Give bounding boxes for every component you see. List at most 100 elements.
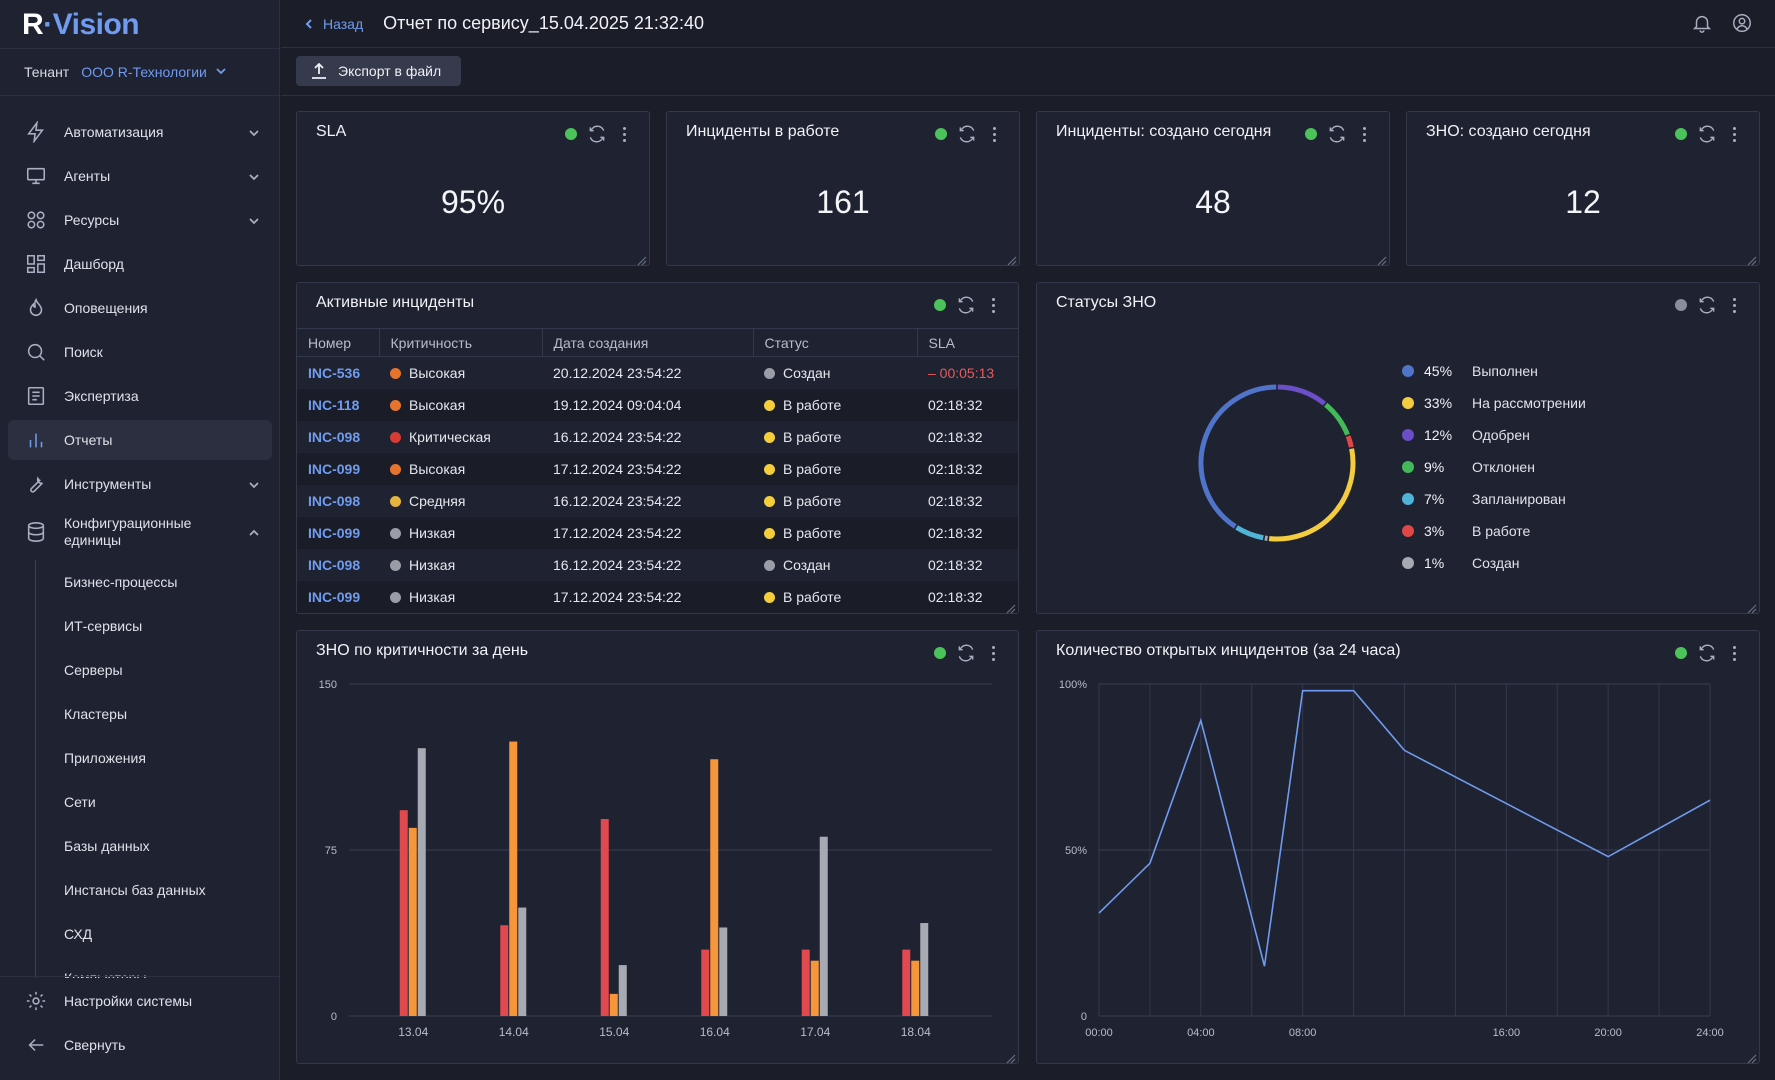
table-row[interactable]: INC-098 Критическая 16.12.2024 23:54:22 В р… <box>297 421 1018 453</box>
resize-handle-icon[interactable] <box>1747 601 1757 614</box>
incident-number[interactable]: INC-536 <box>308 364 361 381</box>
sidebar-subitem[interactable]: Бизнес-процессы <box>64 574 178 590</box>
bar[interactable] <box>801 949 810 1016</box>
incident-number[interactable]: INC-118 <box>297 388 379 421</box>
resize-handle-icon[interactable] <box>1006 1051 1016 1064</box>
table-row[interactable]: INC-118 Высокая 19.12.2024 09:04:04 В работ… <box>297 388 1018 421</box>
back-link[interactable]: Назад <box>303 16 363 32</box>
sidebar-item-search[interactable]: Поиск <box>8 332 272 372</box>
bar[interactable] <box>609 993 618 1016</box>
bar[interactable] <box>600 819 609 1016</box>
refresh-icon[interactable] <box>1697 643 1717 663</box>
donut-slice[interactable] <box>1277 384 1327 406</box>
incident-number[interactable]: INC-099 <box>297 452 379 485</box>
legend-item[interactable]: 33% На рассмотрении <box>1402 387 1586 419</box>
legend-item[interactable]: 12% Одобрен <box>1402 419 1586 451</box>
donut-slice[interactable] <box>1268 448 1356 542</box>
bar[interactable] <box>509 741 518 1016</box>
bar[interactable] <box>500 925 509 1016</box>
donut-slice[interactable] <box>1345 435 1354 448</box>
refresh-icon[interactable] <box>587 124 607 144</box>
refresh-icon[interactable] <box>956 295 976 315</box>
bar[interactable] <box>911 960 920 1016</box>
sidebar-item-alerts[interactable]: Оповещения <box>8 288 272 328</box>
column-header[interactable]: Статус <box>752 328 917 357</box>
donut-slice[interactable] <box>1235 525 1264 541</box>
legend-item[interactable]: 7% Запланирован <box>1402 483 1586 515</box>
bar[interactable] <box>719 927 728 1016</box>
bar[interactable] <box>408 827 417 1016</box>
more-menu-icon[interactable] <box>1727 126 1741 142</box>
series-line[interactable] <box>1098 689 1711 967</box>
table-row[interactable]: INC-099 Высокая 17.12.2024 23:54:22 В работ… <box>297 452 1018 485</box>
more-menu-icon[interactable] <box>617 126 631 142</box>
resize-handle-icon[interactable] <box>637 253 647 266</box>
resize-handle-icon[interactable] <box>1006 601 1016 614</box>
sidebar-subitem[interactable]: Серверы <box>64 662 123 678</box>
sidebar-item-config-items[interactable]: Конфигурационные единицы <box>8 508 272 556</box>
refresh-icon[interactable] <box>956 643 976 663</box>
donut-slice[interactable] <box>1324 402 1350 436</box>
export-button[interactable]: Экспорт в файл <box>296 56 462 86</box>
legend-item[interactable]: 45% Выполнен <box>1402 355 1586 387</box>
refresh-icon[interactable] <box>1697 295 1717 315</box>
bar[interactable] <box>701 949 710 1016</box>
sidebar-subitem[interactable]: Базы данных <box>64 838 150 854</box>
sidebar-item-tools[interactable]: Инструменты <box>8 464 272 504</box>
more-menu-icon[interactable] <box>986 645 1000 661</box>
more-menu-icon[interactable] <box>987 126 1001 142</box>
resize-handle-icon[interactable] <box>1007 253 1017 266</box>
bar[interactable] <box>417 748 426 1016</box>
bar[interactable] <box>902 949 911 1016</box>
sidebar-subitem[interactable]: Приложения <box>64 750 146 766</box>
more-menu-icon[interactable] <box>1727 645 1741 661</box>
sidebar-item-automation[interactable]: Автоматизация <box>8 112 272 152</box>
sidebar-item-settings[interactable]: Настройки системы <box>8 981 272 1021</box>
logo[interactable]: R·Vision <box>22 8 140 41</box>
refresh-icon[interactable] <box>1697 124 1717 144</box>
column-header[interactable]: Номер <box>297 328 379 357</box>
bar[interactable] <box>920 923 929 1016</box>
sidebar-subitem[interactable]: Компьютеры <box>64 970 147 978</box>
bell-icon[interactable] <box>1691 12 1713 34</box>
more-menu-icon[interactable] <box>986 297 1000 313</box>
tenant-value[interactable]: ООО R-Технологии <box>81 64 207 80</box>
column-header[interactable]: SLA <box>916 328 1018 357</box>
incident-number[interactable]: INC-099 <box>297 516 379 549</box>
table-row[interactable]: INC-098 Низкая 16.12.2024 23:54:22 Создан 02… <box>297 549 1018 581</box>
column-header[interactable]: Дата создания <box>541 328 753 357</box>
incident-number[interactable]: INC-099 <box>297 580 379 613</box>
bar[interactable] <box>819 836 828 1016</box>
incident-number[interactable]: INC-098 <box>308 492 361 509</box>
table-row[interactable]: INC-099 Низкая 17.12.2024 23:54:22 В работе… <box>297 580 1018 613</box>
sidebar-item-expertise[interactable]: Экспертиза <box>8 376 272 416</box>
bar[interactable] <box>810 960 819 1016</box>
resize-handle-icon[interactable] <box>1377 253 1387 266</box>
resize-handle-icon[interactable] <box>1747 253 1757 266</box>
sidebar-subitem[interactable]: Инстансы баз данных <box>64 882 206 898</box>
bar[interactable] <box>399 810 408 1016</box>
user-icon[interactable] <box>1731 12 1753 34</box>
more-menu-icon[interactable] <box>1357 126 1371 142</box>
table-row[interactable]: INC-536 Высокая 20.12.2024 23:54:22 Создан –… <box>297 357 1018 389</box>
sidebar-item-dashboard[interactable]: Дашборд <box>8 244 272 284</box>
table-row[interactable]: INC-099 Низкая 17.12.2024 23:54:22 В работе… <box>297 516 1018 549</box>
sidebar-subitem[interactable]: СХД <box>64 926 93 942</box>
sidebar-item-resources[interactable]: Ресурсы <box>8 200 272 240</box>
sidebar-item-agents[interactable]: Агенты <box>8 156 272 196</box>
tenant-selector[interactable]: Тенант ООО R-Технологии <box>0 48 280 96</box>
incident-number[interactable]: INC-098 <box>308 428 361 445</box>
incident-number[interactable]: INC-098 <box>308 556 361 573</box>
sidebar-subitem[interactable]: ИТ-сервисы <box>64 618 143 634</box>
sidebar-subitem[interactable]: Кластеры <box>64 706 127 722</box>
column-header[interactable]: Критичность <box>378 328 542 357</box>
more-menu-icon[interactable] <box>1727 297 1741 313</box>
sidebar-subitem[interactable]: Сети <box>64 794 96 810</box>
legend-item[interactable]: 3% В работе <box>1402 515 1586 547</box>
bar[interactable] <box>710 759 719 1016</box>
bar[interactable] <box>618 965 627 1016</box>
bar[interactable] <box>518 907 527 1016</box>
sidebar-collapse-button[interactable]: Свернуть <box>8 1025 272 1065</box>
refresh-icon[interactable] <box>1327 124 1347 144</box>
resize-handle-icon[interactable] <box>1747 1051 1757 1064</box>
